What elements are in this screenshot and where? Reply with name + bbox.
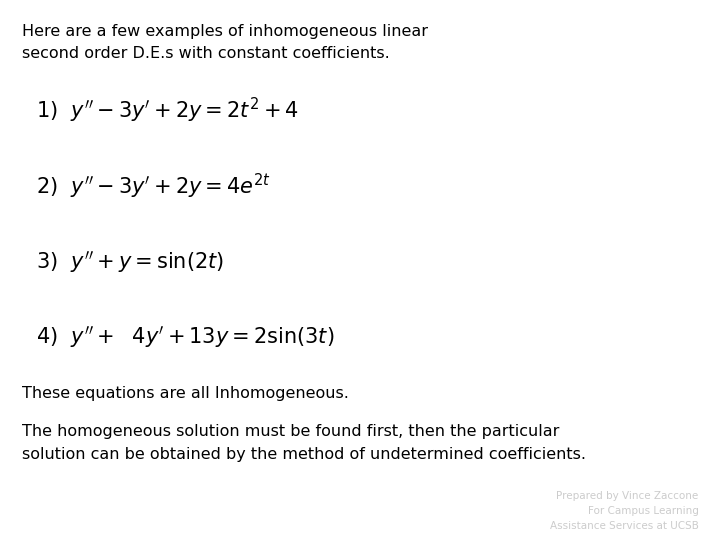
Text: Prepared by Vince Zaccone: Prepared by Vince Zaccone bbox=[556, 491, 698, 501]
Text: 2)  $y'' - 3y' + 2y =4e^{2t}$: 2) $y'' - 3y' + 2y =4e^{2t}$ bbox=[36, 172, 271, 201]
Text: solution can be obtained by the method of undetermined coefficients.: solution can be obtained by the method o… bbox=[22, 447, 585, 462]
Text: For Campus Learning: For Campus Learning bbox=[588, 506, 698, 516]
Text: 3)  $y'' + y =\sin(2t)$: 3) $y'' + y =\sin(2t)$ bbox=[36, 249, 224, 275]
Text: second order D.E.s with constant coefficients.: second order D.E.s with constant coeffic… bbox=[22, 46, 390, 61]
Text: Assistance Services at UCSB: Assistance Services at UCSB bbox=[549, 521, 698, 531]
Text: 4)  $y''+\ \ 4y' + 13y =2\sin(3t)$: 4) $y''+\ \ 4y' + 13y =2\sin(3t)$ bbox=[36, 325, 334, 350]
Text: These equations are all Inhomogeneous.: These equations are all Inhomogeneous. bbox=[22, 386, 348, 401]
Text: Here are a few examples of inhomogeneous linear: Here are a few examples of inhomogeneous… bbox=[22, 24, 428, 39]
Text: 1)  $y'' - 3y' + 2y =2t^2 + 4$: 1) $y'' - 3y' + 2y =2t^2 + 4$ bbox=[36, 96, 299, 125]
Text: The homogeneous solution must be found first, then the particular: The homogeneous solution must be found f… bbox=[22, 424, 559, 439]
